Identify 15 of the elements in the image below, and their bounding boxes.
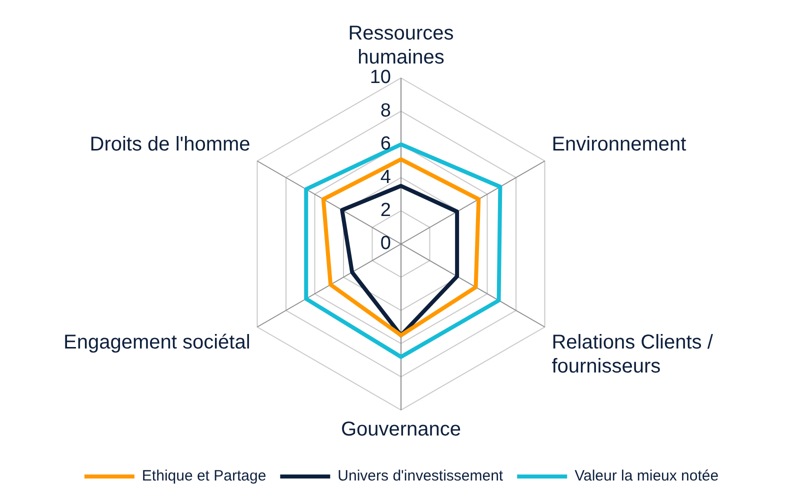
spoke-label: Gouvernance bbox=[340, 418, 462, 441]
y-tick-label: 2 bbox=[380, 200, 391, 222]
y-tick-label: 4 bbox=[380, 166, 392, 188]
legend-label: Valeur la mieux notée bbox=[574, 468, 719, 485]
spoke-label: Environnement bbox=[552, 134, 687, 156]
spoke-label: Relations Clients / fournisseurs bbox=[552, 332, 714, 378]
y-tick-label: 10 bbox=[370, 67, 391, 88]
y-tick-label: 6 bbox=[380, 134, 391, 155]
spoke-label: Droits de l'homme bbox=[90, 134, 250, 156]
legend-label: Univers d'investissement bbox=[338, 468, 504, 485]
y-tick-label: 8 bbox=[380, 100, 391, 122]
legend-label: Ethique et Partage bbox=[142, 468, 266, 485]
spoke-label: Engagement sociétal bbox=[64, 332, 250, 354]
y-tick-label: 0 bbox=[380, 233, 391, 254]
spoke-label: Ressources humaines bbox=[348, 22, 454, 69]
